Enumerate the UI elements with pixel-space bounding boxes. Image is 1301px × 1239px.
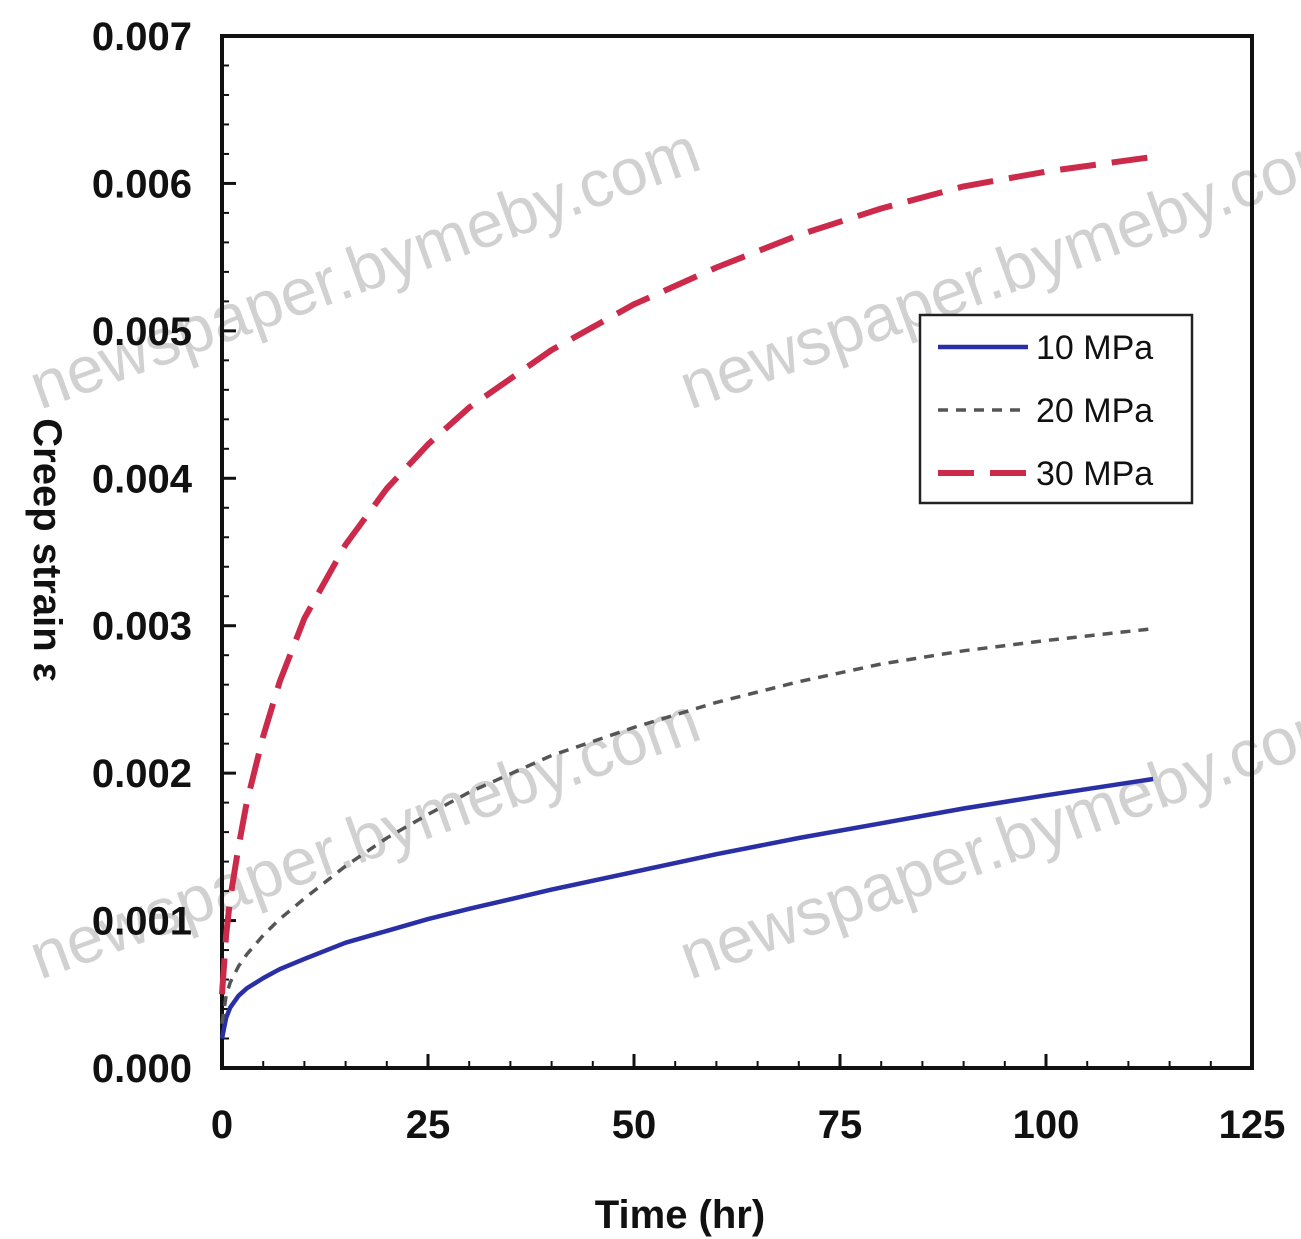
x-tick-label: 125 [1219,1103,1286,1147]
y-tick-label: 0.002 [92,752,192,796]
x-tick-label: 50 [612,1103,657,1147]
y-axis-title: Creep strain ε [25,418,69,682]
legend-entries: 10 MPa 20 MPa 30 MPa [938,329,1153,493]
watermark-text: newspaper.bymeby.com [19,682,708,993]
axis-ticks [220,34,1254,1070]
series-line-3 [219,153,1154,995]
y-tick-label: 0.007 [92,15,192,59]
legend-label: 30 MPa [1036,455,1153,493]
legend-label: 20 MPa [1036,392,1153,430]
x-axis-title: Time (hr) [595,1193,765,1237]
watermark-text: newspaper.bymeby.com [19,112,708,423]
x-tick-label: 75 [818,1103,863,1147]
series-line-1 [219,776,1154,1039]
tick-labels: 0 25 50 75 100 125 0.000 0.001 0.002 0.003 0.004 0.… [92,15,1285,1147]
y-tick-label: 0.004 [92,457,193,501]
x-tick-label: 0 [211,1103,233,1147]
legend: 10 MPa 20 MPa 30 MPa [918,313,1194,505]
series-line-2 [220,626,1154,1025]
x-tick-label: 25 [406,1103,451,1147]
plot-frame [220,34,1254,1070]
y-tick-label: 0.005 [92,310,192,354]
y-tick-label: 0.006 [92,162,192,206]
watermark-text: newspaper.bymeby.com [669,682,1301,993]
x-tick-label: 100 [1013,1103,1080,1147]
y-tick-label: 0.000 [92,1047,192,1091]
y-tick-label: 0.003 [92,605,192,649]
watermark-layer: newspaper.bymeby.com newspaper.bymeby.co… [19,112,1301,993]
legend-label: 10 MPa [1036,329,1153,367]
y-tick-label: 0.001 [92,900,192,944]
series-layer [219,153,1154,1039]
